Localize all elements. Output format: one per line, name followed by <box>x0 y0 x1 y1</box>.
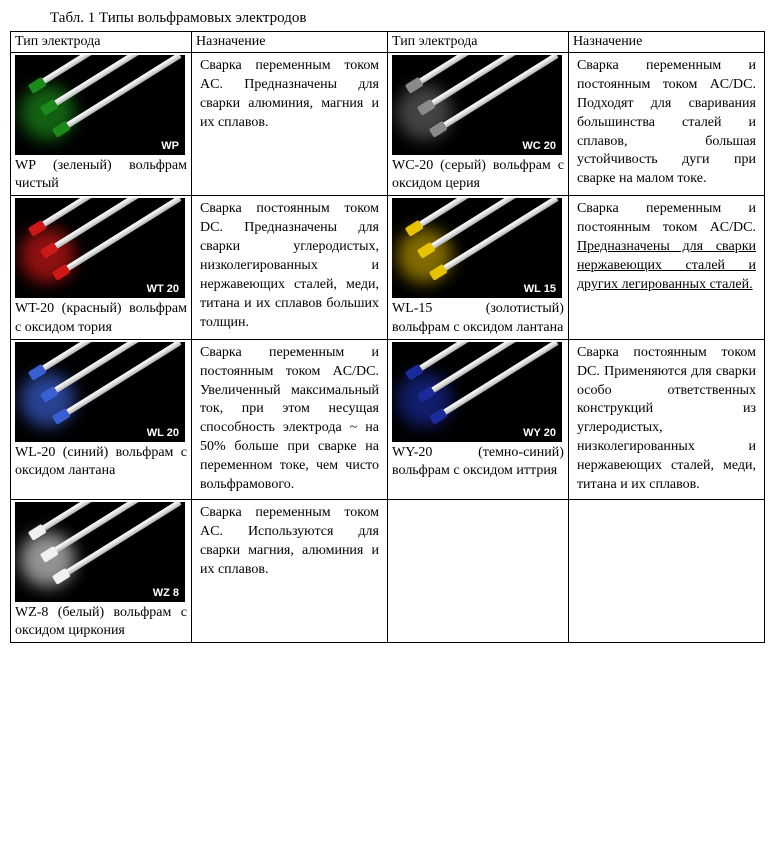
electrode-type-cell: WY 20 WY-20 (темно-синий) вольфрам с окс… <box>387 339 568 499</box>
electrode-image-label: WC 20 <box>522 140 556 152</box>
purpose-cell: Сварка постоянным током DC. Применяются … <box>568 339 764 499</box>
purpose-cell: Сварка постоянным током DC. Предназначен… <box>191 196 387 339</box>
electrode-type-cell: WT 20 WT-20 (красный) вольфрам с оксидом… <box>11 196 192 339</box>
purpose-cell: Сварка переменным и постоянным током AC/… <box>568 53 764 196</box>
table-row: WZ 8 WZ-8 (белый) вольфрам с оксидом цир… <box>11 499 765 642</box>
purpose-cell: Сварка переменным и постоянным током AC/… <box>568 196 764 339</box>
electrode-caption: WZ-8 (белый) вольфрам с оксидом циркония <box>15 604 187 640</box>
purpose-cell: Сварка переменным током AC. Предназначен… <box>191 53 387 196</box>
electrode-type-cell: WZ 8 WZ-8 (белый) вольфрам с оксидом цир… <box>11 499 192 642</box>
electrode-caption: WL-20 (синий) вольфрам с оксидом лантана <box>15 444 187 480</box>
electrode-type-cell: WP WP (зеленый) вольфрам чистый <box>11 53 192 196</box>
purpose-cell: Сварка переменным током AC. Используются… <box>191 499 387 642</box>
electrode-image: WY 20 <box>392 342 562 442</box>
empty-type-cell <box>387 499 568 642</box>
purpose-cell <box>568 499 764 642</box>
header-type-2: Тип электрода <box>387 32 568 53</box>
electrode-caption: WC-20 (серый) вольфрам с оксидом церия <box>392 157 564 193</box>
table-row: WL 20 WL-20 (синий) вольфрам с оксидом л… <box>11 339 765 499</box>
header-purpose-1: Назначение <box>191 32 387 53</box>
electrode-image-label: WZ 8 <box>153 587 179 599</box>
electrode-image: WL 15 <box>392 198 562 298</box>
electrode-caption: WY-20 (темно-синий) вольфрам с оксидом и… <box>392 444 564 480</box>
table-title: Табл. 1 Типы вольфрамовых электродов <box>50 10 765 27</box>
electrode-type-cell: WC 20 WC-20 (серый) вольфрам с оксидом ц… <box>387 53 568 196</box>
electrode-image-label: WL 15 <box>524 283 556 295</box>
table-row: WT 20 WT-20 (красный) вольфрам с оксидом… <box>11 196 765 339</box>
electrode-caption: WL-15 (золотистый) вольфрам с оксидом ла… <box>392 300 564 336</box>
electrode-image: WP <box>15 55 185 155</box>
electrode-image: WT 20 <box>15 198 185 298</box>
electrode-image-label: WP <box>161 140 179 152</box>
electrode-type-cell: WL 20 WL-20 (синий) вольфрам с оксидом л… <box>11 339 192 499</box>
table-row: WP WP (зеленый) вольфрам чистый Сварка п… <box>11 53 765 196</box>
header-type-1: Тип электрода <box>11 32 192 53</box>
header-purpose-2: Назначение <box>568 32 764 53</box>
electrode-caption: WP (зеленый) вольфрам чистый <box>15 157 187 193</box>
electrode-image: WZ 8 <box>15 502 185 602</box>
electrode-image-label: WY 20 <box>523 427 556 439</box>
electrode-image: WL 20 <box>15 342 185 442</box>
electrode-image-label: WL 20 <box>147 427 179 439</box>
electrode-caption: WT-20 (красный) вольфрам с оксидом тория <box>15 300 187 336</box>
electrode-image-label: WT 20 <box>147 283 179 295</box>
purpose-cell: Сварка переменным и постоянным током AC/… <box>191 339 387 499</box>
electrodes-table: Тип электрода Назначение Тип электрода Н… <box>10 31 765 643</box>
electrode-type-cell: WL 15 WL-15 (золотистый) вольфрам с окси… <box>387 196 568 339</box>
electrode-image: WC 20 <box>392 55 562 155</box>
